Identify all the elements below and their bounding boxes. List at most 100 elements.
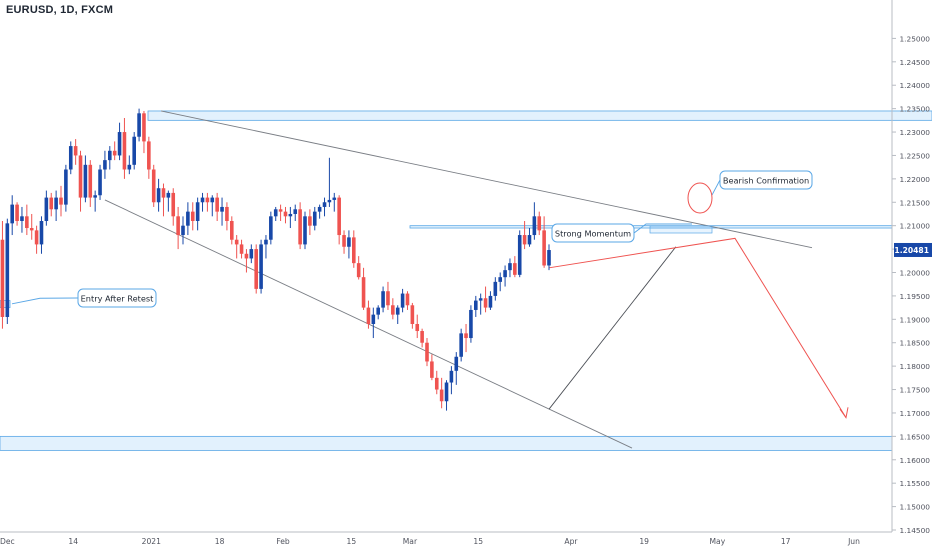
candle [347,230,351,259]
callout-bearish-label: Bearish Confirmation [723,176,809,186]
candle [190,202,195,231]
candle-body [410,305,415,324]
candle-body [420,331,424,343]
candle-body [88,164,93,198]
callout-momentum-box [551,223,635,243]
candle-body [142,113,146,142]
candle-body [137,113,141,137]
candle [400,288,405,313]
candle-body [10,204,14,224]
candle [186,202,190,236]
candle-body [83,164,88,198]
price-tick-label: 1.15500 [899,479,930,488]
candle [332,192,337,212]
candle-body [483,298,488,308]
candle [469,305,473,343]
candle [73,139,78,165]
candle-body [117,132,122,156]
candle-body [190,211,195,221]
candle [220,197,224,226]
candle [151,164,156,207]
candle-body [312,211,317,226]
candle-body [508,263,512,271]
candle [0,221,5,329]
candle [200,192,205,212]
trendlines [104,110,849,449]
candle [410,302,415,329]
candle-body [386,291,390,306]
price-tick-label: 1.21000 [899,222,930,231]
projection-arrow [548,237,847,418]
candle-body [337,197,341,236]
price-tick-label: 1.18500 [899,339,930,348]
candle [142,110,146,154]
candle [234,235,239,259]
candle [547,244,551,271]
callout-momentum-label: Strong Momentum [555,229,631,239]
candle-body [59,197,63,205]
candle [259,239,263,294]
candle [39,216,44,254]
candle-body [332,197,337,200]
candle [54,190,58,221]
candle [537,211,542,236]
candle [132,132,136,170]
candle [337,195,341,245]
candle [269,211,273,245]
price-tick-label: 1.15000 [899,503,930,512]
candle [210,195,215,217]
candle [513,256,517,278]
candle-body [54,197,58,210]
candle [88,160,93,207]
candle-body [474,300,478,310]
candle-body [517,235,522,275]
candle [308,209,312,236]
candle [415,314,420,339]
candle-body [230,221,234,240]
candle [366,300,371,329]
candle [166,190,171,212]
candle [293,204,298,221]
upper-trendline [160,110,813,249]
candle-body [147,141,151,170]
candle-body [151,169,156,203]
candle [49,192,54,217]
candle-body [425,342,429,362]
candle [356,256,361,280]
candle-body [215,197,219,212]
candle [93,190,97,212]
candle-body [68,146,73,170]
candle-body [498,277,502,282]
candle-body [34,230,39,245]
price-tick-label: 1.19000 [899,315,930,324]
candle-body [161,188,166,198]
price-tick-label: 1.23000 [899,128,930,137]
candle-body [532,216,537,236]
callout-bearish-leader [711,179,721,196]
candle-body [342,235,346,247]
time-tick-label: Mar [403,537,418,546]
callout-entry-label: Entry After Retest [81,294,155,304]
candle-body [366,307,371,324]
candle-body [513,263,517,275]
callout-momentum: Strong Momentum [551,223,692,243]
candle-body [439,389,444,402]
candle-body [112,150,117,156]
candle [532,202,537,240]
candle-body [376,307,380,315]
candle-body [25,216,29,229]
candle [327,157,332,207]
candle [108,146,112,170]
candle [98,164,102,200]
candle [25,204,29,236]
candle-body [478,298,483,301]
candle-body [259,244,263,289]
candle-body [186,211,190,226]
candle [508,258,512,278]
candle-body [181,225,185,236]
candle-body [459,333,463,357]
candle-body [264,239,268,245]
price-tick-label: 1.22000 [899,175,930,184]
